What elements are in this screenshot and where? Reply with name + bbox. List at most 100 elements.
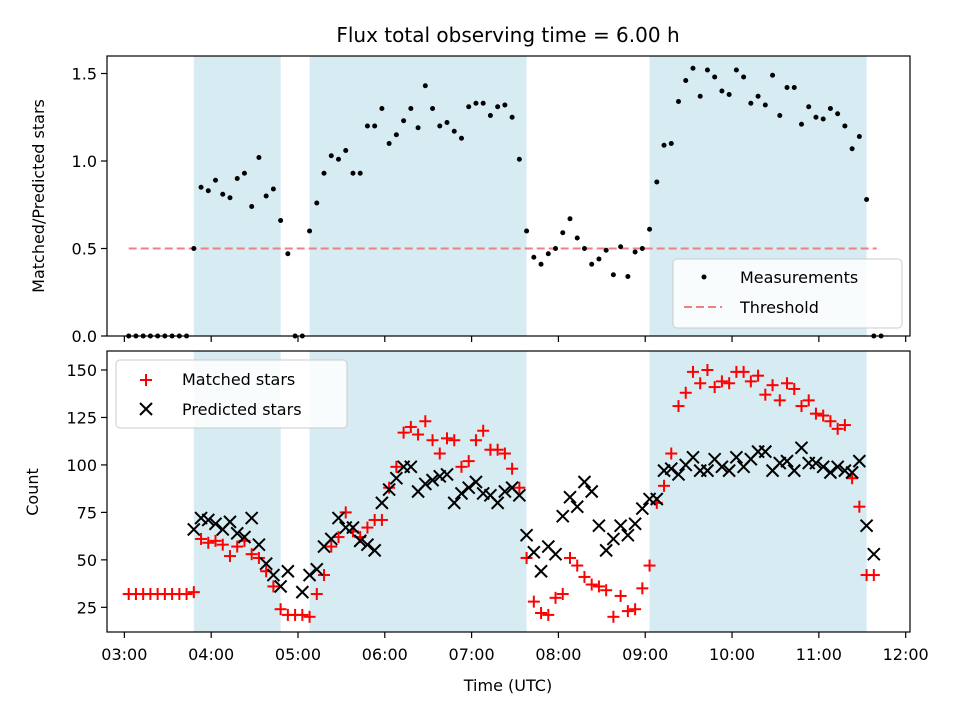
legend-threshold-label: Threshold [739,298,819,317]
bottom-axes-frame [106,350,911,633]
matched-star-point [614,589,627,602]
bottom-legend: Matched stars Predicted stars [115,359,348,429]
x-tick-label: 08:00 [535,645,581,664]
matched-star-point [469,434,482,447]
predicted-star-point [722,463,736,478]
x-tick-label: 03:00 [101,645,147,664]
predicted-star-point [259,556,273,571]
measurement-point [553,246,559,251]
measurement-point [567,216,573,222]
measurement-point [249,204,255,209]
measurement-point [835,111,841,117]
measurement-point [509,114,515,120]
measurement-point [437,123,443,129]
matched-star-point [310,588,323,601]
matched-stars-points [122,363,880,623]
measurement-point [545,251,551,257]
matched-star-point [556,588,569,601]
matched-star-point [686,365,699,378]
measurement-point [726,92,732,97]
matched-star-point [477,424,490,437]
matched-star-point [701,363,714,376]
predicted-star-point [310,562,324,577]
top-legend-box [672,258,903,329]
matched-star-point [708,381,721,394]
matched-star-point [498,447,511,460]
matched-star-point [375,513,388,526]
predicted-star-point [628,517,642,531]
measurement-point [495,104,501,110]
predicted-star-point [859,518,874,533]
measurement-point [430,106,436,111]
measurement-point [632,249,638,255]
measurement-point [466,104,472,110]
matched-star-point [419,415,432,428]
bottom-y-axis-label: Count [23,468,42,516]
matched-star-point [202,536,215,549]
matched-star-point [303,610,316,623]
measurement-point [393,132,399,138]
measurement-point [762,102,768,108]
matched-star-point [867,569,880,582]
matched-star-point [527,595,540,608]
measurement-point [401,118,407,124]
predicted-star-point [592,518,606,533]
y-tick-label: 0.0 [72,327,97,346]
measurement-point [422,83,428,89]
matched-star-point [441,432,454,445]
matched-star-point [817,409,830,422]
measurement-point [842,123,848,129]
measurement-point [668,141,674,146]
predicted-star-point [556,509,570,523]
y-tick-label: 1.5 [72,65,97,84]
predicted-star-point [664,462,678,476]
predicted-star-point [273,579,288,594]
measurement-point [813,114,819,120]
predicted-star-point [346,520,360,535]
matched-star-point [759,388,772,401]
matched-star-point [737,365,750,378]
chart-title: Flux total observing time = 6.00 h [336,23,679,47]
predicted-star-point [367,543,382,558]
predicted-star-point [382,482,396,497]
matched-star-point [802,394,815,407]
measurement-point [198,184,204,190]
matched-star-point [180,588,193,601]
x-tick-label: 06:00 [362,645,408,664]
measurement-point [205,188,211,194]
matched-star-point [694,377,707,390]
measurement-point [683,78,689,83]
measurement-point [639,246,645,251]
matched-star-point [752,369,765,382]
y-tick-label: 0.5 [72,240,97,259]
predicted-star-point [577,475,592,489]
predicted-star-point [237,530,252,544]
x-tick-label: 11:00 [796,645,842,664]
matched-star-point [853,500,866,513]
legend-predicted-marker [139,402,153,416]
measurement-point [270,186,276,192]
matched-star-point [383,481,396,494]
predicted-star-point [490,496,505,510]
measurement-point [690,65,696,71]
predicted-star-point [758,444,773,459]
predicted-star-point [498,484,512,499]
measurement-point [625,274,631,279]
legend-matched-marker [140,374,152,386]
y-tick-label: 125 [66,408,97,427]
matched-star-point [658,479,671,492]
predicted-star-point [404,460,418,474]
matched-star-point [795,400,808,413]
measurement-point [596,256,602,262]
predicted-star-point [447,496,461,510]
measurement-point [480,100,486,106]
matched-star-point [788,382,801,395]
predicted-star-point [266,568,281,582]
predicted-star-point [686,450,700,465]
matched-star-point [629,603,642,616]
predicted-star-point [281,564,295,578]
predicted-star-point [462,480,476,495]
predicted-star-point [440,467,454,482]
bottom-x-ticks: 03:00 04:00 05:00 06:00 07:00 08:00 09:00 10:00… [101,632,929,664]
matched-star-point [433,447,446,460]
